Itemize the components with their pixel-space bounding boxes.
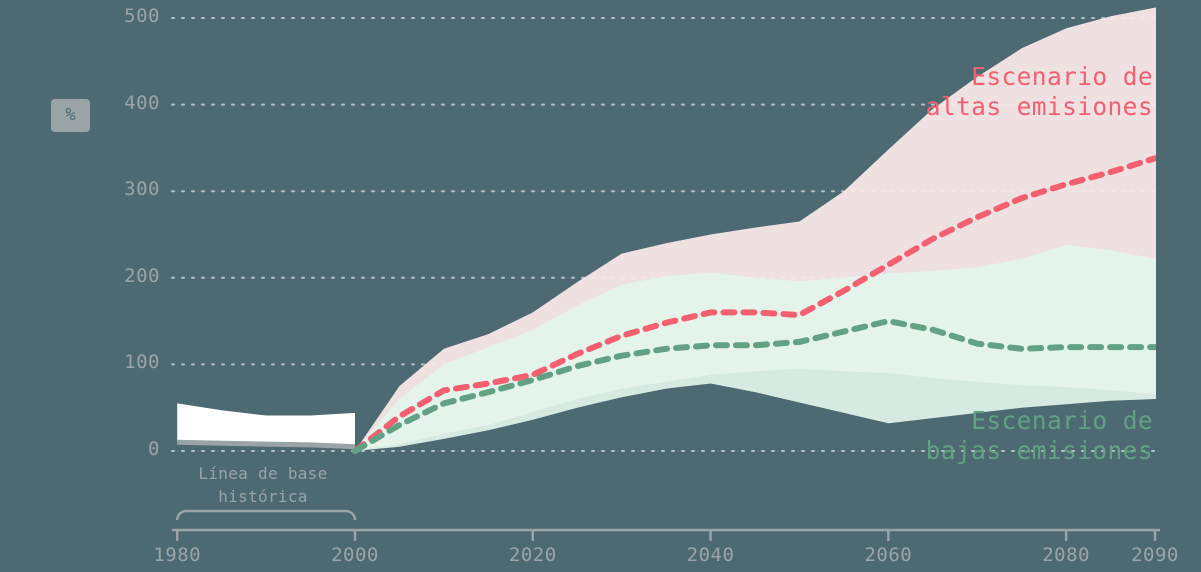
x-tick-2020: 2020 bbox=[508, 544, 557, 566]
series-label-high-emissions: Escenario de altas emisiones bbox=[926, 62, 1153, 122]
baseline-annotation: Línea de base histórica bbox=[172, 462, 354, 508]
x-tick-1980: 1980 bbox=[153, 544, 202, 566]
line-high bbox=[352, 155, 1156, 454]
percent-glyph: % bbox=[65, 105, 76, 125]
historical-baseline-line bbox=[177, 439, 356, 450]
percent-icon: % bbox=[51, 99, 90, 132]
baseline-annotation-line1: Línea de base bbox=[198, 464, 328, 483]
historical-baseline-band bbox=[177, 403, 356, 450]
bracket-shape bbox=[175, 509, 357, 521]
historical-band-shape bbox=[177, 403, 355, 447]
historical-bracket bbox=[175, 509, 357, 521]
y-tick-300: 300 bbox=[124, 178, 160, 201]
series-label-high-line1: Escenario de bbox=[971, 62, 1153, 91]
baseline-annotation-line2: histórica bbox=[218, 487, 308, 506]
y-tick-500: 500 bbox=[124, 5, 160, 27]
series-label-low-emissions: Escenario de bajas emisiones bbox=[926, 406, 1153, 466]
line-low bbox=[352, 318, 1156, 454]
y-tick-100: 100 bbox=[124, 351, 160, 374]
series-label-high-line2: altas emisiones bbox=[925, 92, 1153, 121]
y-tick-200: 200 bbox=[124, 264, 160, 287]
y-tick-400: 400 bbox=[124, 91, 160, 114]
x-tick-2090: 2090 bbox=[1131, 544, 1179, 566]
x-axis bbox=[172, 528, 1160, 541]
x-tick-2060: 2060 bbox=[864, 544, 913, 566]
x-tick-2040: 2040 bbox=[686, 544, 735, 566]
x-tick-2080: 2080 bbox=[1042, 544, 1090, 566]
trend-lines bbox=[352, 155, 1156, 454]
y-tick-0: 0 bbox=[148, 438, 160, 460]
x-tick-2000: 2000 bbox=[331, 544, 379, 566]
series-label-low-line2: bajas emisiones bbox=[925, 436, 1153, 465]
series-label-low-line1: Escenario de bbox=[971, 406, 1153, 435]
